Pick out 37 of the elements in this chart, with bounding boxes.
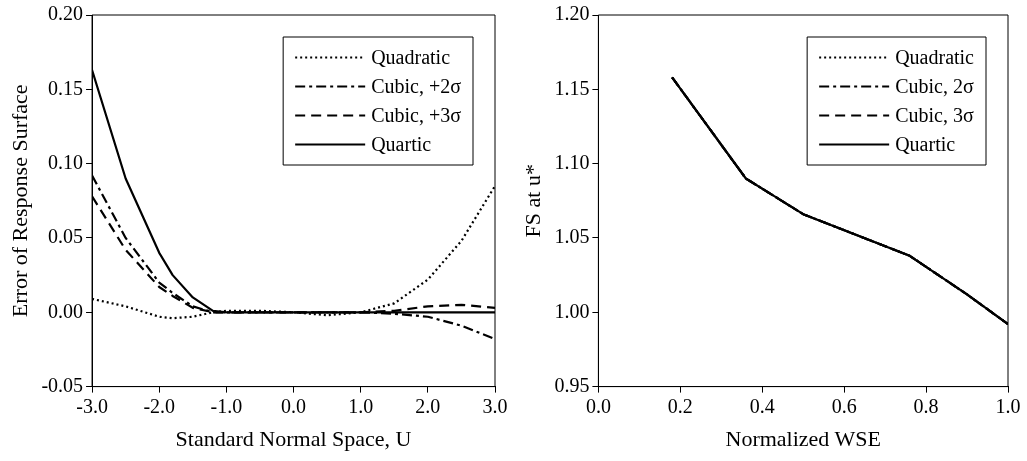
y-tick-label: 0.95 [554, 373, 590, 396]
legend-label: Quartic [895, 132, 956, 155]
x-axis-title: Normalized WSE [725, 425, 881, 451]
legend-label: Quadratic [895, 45, 975, 68]
y-tick-label: 0.10 [48, 150, 84, 173]
legend-label: Quartic [371, 132, 432, 155]
legend-label: Cubic, +3σ [371, 103, 462, 126]
x-tick-label: 0.2 [667, 394, 693, 417]
legend-label: Cubic, 3σ [895, 103, 974, 126]
x-tick-label: 0.4 [749, 394, 775, 417]
x-tick-label: 0.0 [281, 394, 307, 417]
y-tick-label: 0.05 [48, 225, 84, 248]
y-axis-title: FS at u* [519, 164, 545, 238]
y-tick-label: 1.10 [554, 150, 590, 173]
y-tick-label: 1.05 [554, 225, 590, 248]
x-tick-label: 3.0 [482, 394, 508, 417]
x-axis-title: Standard Normal Space, U [175, 425, 412, 451]
y-tick-label: 1.15 [554, 76, 590, 99]
legend-label: Cubic, +2σ [371, 74, 462, 97]
y-tick-label: 0.15 [48, 76, 84, 99]
y-tick-label: -0.05 [41, 373, 84, 396]
y-axis-title: Error of Response Surface [6, 84, 32, 318]
y-tick-label: 0.20 [48, 2, 84, 25]
x-tick-label: 1.0 [995, 394, 1021, 417]
x-tick-label: 2.0 [415, 394, 441, 417]
x-tick-label: -3.0 [76, 394, 108, 417]
y-tick-label: 1.00 [554, 299, 590, 322]
x-tick-label: -1.0 [210, 394, 243, 417]
x-tick-label: 1.0 [348, 394, 374, 417]
x-tick-label: 0.6 [831, 394, 857, 417]
x-tick-label: 0.8 [913, 394, 939, 417]
x-tick-label: 0.0 [585, 394, 611, 417]
legend-label: Cubic, 2σ [895, 74, 974, 97]
y-tick-label: 0.00 [48, 299, 84, 322]
legend-label: Quadratic [371, 45, 451, 68]
y-tick-label: 1.20 [554, 2, 590, 25]
x-tick-label: -2.0 [143, 394, 176, 417]
